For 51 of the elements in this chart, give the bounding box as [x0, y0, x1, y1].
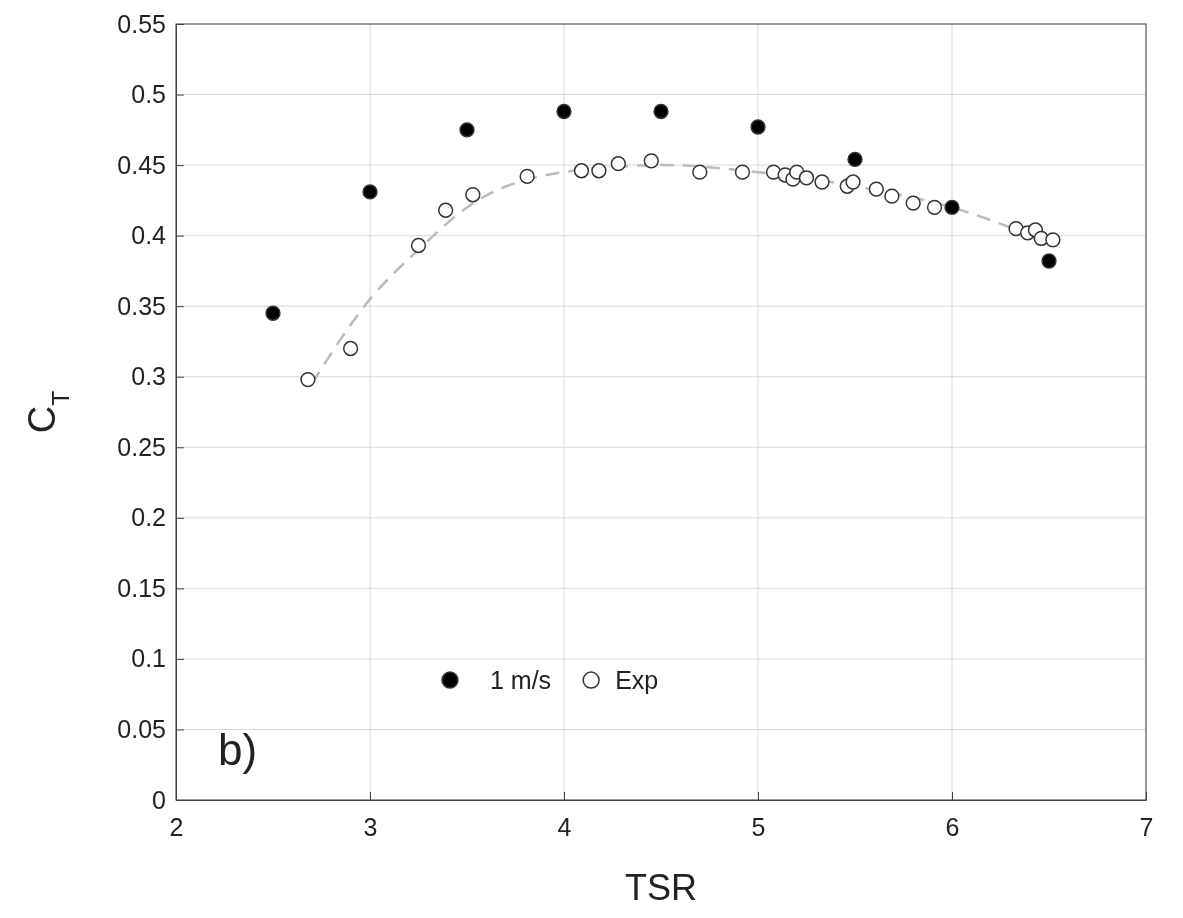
- y-tick-label: 0.55: [117, 9, 166, 38]
- y-tick-label: 0.35: [117, 291, 166, 320]
- x-tick-label: 4: [557, 812, 572, 841]
- legend-label: 1 m/s: [490, 666, 552, 695]
- point: [438, 202, 454, 218]
- point: [610, 156, 626, 172]
- point: [342, 340, 359, 357]
- point: [1045, 232, 1061, 248]
- point: [265, 305, 281, 321]
- point: [459, 122, 475, 138]
- y-tick-label: 0.3: [131, 362, 166, 391]
- point: [410, 237, 427, 254]
- point: [573, 163, 590, 179]
- point: [798, 170, 815, 186]
- point: [845, 174, 861, 190]
- point: [814, 174, 830, 190]
- y-tick-label: 0.1: [131, 644, 166, 673]
- point: [556, 103, 572, 120]
- y-tick-label: 0.15: [117, 573, 166, 602]
- annotation: b): [218, 724, 258, 774]
- point: [847, 151, 863, 168]
- point: [692, 164, 708, 180]
- y-tick-label: 0.5: [131, 80, 166, 109]
- x-tick-label: 3: [363, 812, 378, 841]
- point: [300, 371, 316, 388]
- point: [465, 187, 481, 203]
- legend-label: Exp: [615, 666, 659, 695]
- point: [653, 103, 669, 120]
- y-tick-label: 0.05: [117, 714, 166, 743]
- point: [905, 195, 921, 211]
- point: [734, 164, 751, 180]
- y-tick-label: 0: [152, 785, 166, 814]
- point: [926, 199, 943, 216]
- x-tick-label: 6: [945, 812, 960, 841]
- y-tick-label: 0.25: [117, 432, 166, 461]
- x-tick-label: 7: [1139, 812, 1154, 841]
- x-tick-label: 5: [751, 812, 766, 841]
- point: [362, 184, 378, 200]
- point: [591, 163, 607, 179]
- point: [884, 188, 900, 204]
- y-tick-label: 0.45: [117, 150, 166, 179]
- y-tick-label: 0.2: [131, 503, 166, 532]
- point: [868, 181, 884, 197]
- point: [643, 153, 659, 169]
- point: [1041, 253, 1057, 269]
- x-tick-label: 2: [169, 812, 184, 841]
- point: [750, 119, 766, 135]
- point: [944, 199, 960, 216]
- point: [519, 168, 535, 185]
- x-axis-title: TSR: [625, 867, 697, 908]
- y-tick-label: 0.4: [131, 221, 167, 250]
